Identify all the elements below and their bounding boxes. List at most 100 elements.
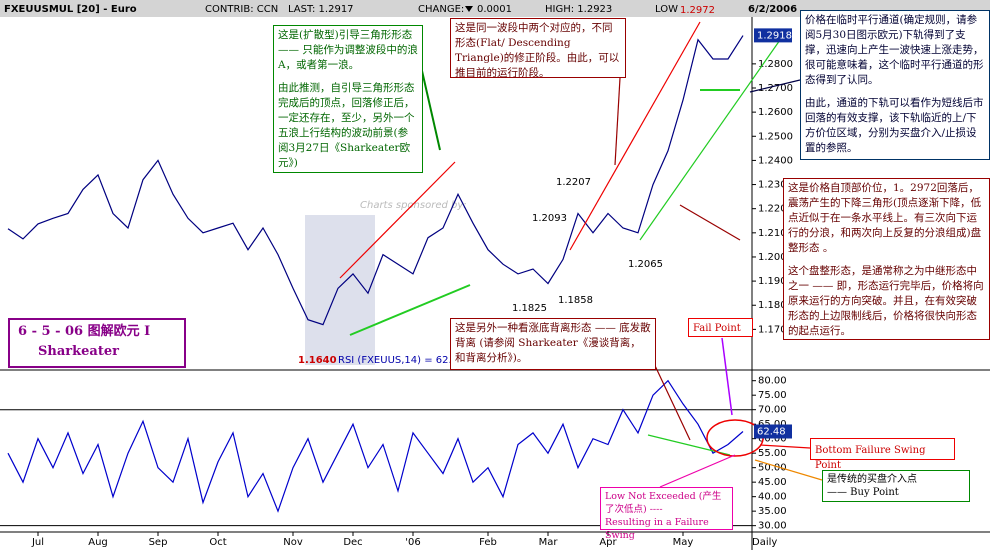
- label-box: Bottom Failure Swing Point: [810, 438, 955, 471]
- price-label: 1.2093: [532, 213, 567, 224]
- change-label: CHANGE:: [418, 4, 464, 15]
- arrow: [749, 79, 801, 93]
- y-tick-label: 1.1700: [758, 324, 793, 335]
- symbol: FXEUUSMUL [20] - Euro: [4, 4, 137, 15]
- y-tick-label: 1.2700: [758, 83, 793, 94]
- y-tick-label: 1.1900: [758, 276, 793, 287]
- y-tick-label: 1.2000: [758, 252, 793, 263]
- note: 这个盘整形态，是通常称之为中继形态中之一 —— 即，形态运行完毕后，价格将向原来…: [788, 265, 984, 337]
- low: LOW: [655, 4, 678, 15]
- price-label: 1.2972: [680, 5, 715, 16]
- watermark: Charts sponsored by:: [360, 200, 467, 211]
- y-tick-label: 1.2200: [758, 204, 793, 215]
- note: 由此推测，自引导三角形形态完成后的顶点，回落修正后，一定还存在，至少，另外一个五…: [278, 82, 415, 169]
- rsi-line: [7, 379, 744, 513]
- price-label: 1.1858: [558, 295, 593, 306]
- x-tick-label: Sep: [149, 537, 168, 548]
- arrow: [419, 61, 441, 151]
- note: Resulting in a Failure Swing: [605, 517, 709, 541]
- y-tick-label: 45.00: [758, 477, 787, 488]
- arrow: [649, 354, 691, 441]
- contrib: CONTRIB: CCN: [205, 4, 278, 15]
- trend-line: [569, 21, 701, 251]
- last-value-label: 62.48: [757, 426, 786, 437]
- date: 6/2/2006: [748, 4, 797, 15]
- header-bar: [0, 0, 990, 17]
- label-box: Low Not Exceeded (产生了次低点) ---- Resulting …: [600, 487, 733, 541]
- arrow: [659, 454, 736, 488]
- channel-line: [639, 39, 781, 241]
- annotation-box: 这是(扩散型)引导三角形形态 —— 只能作为调整波段中的浪A，或者第一浪。由此推…: [273, 25, 423, 173]
- y-tick-label: 1.2300: [758, 180, 793, 191]
- note: 这是(扩散型)引导三角形形态 —— 只能作为调整波段中的浪A，或者第一浪。: [278, 29, 418, 71]
- annotation-box: 这是同一波段中两个对应的，不同形态(Flat/ Descending Trian…: [450, 18, 626, 79]
- y-tick-label: 30.00: [758, 521, 787, 532]
- y-tick-label: 55.00: [758, 448, 787, 459]
- price-line: [7, 35, 744, 326]
- note: 是传统的买盘介入点: [827, 474, 917, 485]
- x-tick-label: Mar: [539, 537, 559, 548]
- high: HIGH: 1.2923: [545, 4, 612, 15]
- watermark-logo: [305, 215, 375, 365]
- y-tick-label: 1.2500: [758, 131, 793, 142]
- y-tick-label: 1.1800: [758, 300, 793, 311]
- price-label: 1.2065: [628, 259, 663, 270]
- change: 0.0001: [477, 4, 512, 15]
- annotation-box: 价格在临时平行通道(确定规则，请参阅5月30日图示欧元)下轨得到了支撑，迅速向上…: [800, 10, 990, 160]
- y-tick-label: 1.2100: [758, 228, 793, 239]
- annotation-box: 这是价格自顶部价位，1。2972回落后，震荡产生的下降三角形(顶点逐渐下降，低点…: [783, 178, 990, 340]
- x-tick-label: Feb: [479, 537, 497, 548]
- title-box: 6 - 5 - 06 图解欧元 I Sharkeater: [8, 318, 186, 368]
- arrow: [754, 459, 823, 481]
- x-tick-label: Oct: [209, 537, 226, 548]
- note: 这是另外一种看涨底背离形态 —— 底发散背离 (请参阅 Sharkeater《漫…: [455, 322, 651, 364]
- label-box: Fail Point: [688, 318, 753, 337]
- last-value-box: [754, 424, 792, 439]
- annotation-lines: [339, 21, 823, 488]
- note: —— Buy Point: [827, 487, 899, 498]
- x-axis-label: Daily: [752, 537, 777, 548]
- x-tick-label: Apr: [599, 537, 617, 548]
- note: Low Not Exceeded (产生了次低点) ----: [605, 491, 722, 515]
- y-tick-label: 60.00: [758, 434, 787, 445]
- y-tick-label: 1.2800: [758, 59, 793, 70]
- x-tick-label: Nov: [283, 537, 303, 548]
- panel-title: RSI (FXEUUS,14) = 62.48: [338, 355, 464, 366]
- subtitle: Sharkeater: [38, 344, 119, 359]
- price-label: 1.1640: [298, 355, 337, 366]
- arrow: [614, 77, 621, 166]
- annotation-box: 这是另外一种看涨底背离形态 —— 底发散背离 (请参阅 Sharkeater《漫…: [450, 318, 656, 370]
- y-tick-label: 1.2600: [758, 107, 793, 118]
- note: 这是价格自顶部价位，1。2972回落后，震荡产生的下降三角形(顶点逐渐下降，低点…: [788, 182, 982, 254]
- note: 由此，通道的下轨可以看作为短线后市回落的有效支撑，该下轨临近的上/下方价位区域，…: [805, 97, 984, 154]
- trend-line: [339, 161, 456, 279]
- arrow: [679, 204, 741, 241]
- note: 这是同一波段中两个对应的，不同形态(Flat/ Descending Trian…: [455, 22, 620, 79]
- trend-line: [349, 284, 471, 336]
- y-tick-label: 50.00: [758, 463, 787, 474]
- price-label: 1.1825: [512, 303, 547, 314]
- down-arrow: [465, 6, 473, 12]
- arrow: [721, 337, 733, 416]
- last-value-box: [754, 28, 792, 43]
- y-tick-label: 1.2400: [758, 155, 793, 166]
- x-tick-label: Jul: [31, 537, 44, 548]
- arrow: [759, 444, 811, 449]
- x-tick-label: Aug: [88, 537, 108, 548]
- label-box: 是传统的买盘介入点 —— Buy Point: [822, 470, 970, 502]
- y-tick-label: 70.00: [758, 405, 787, 416]
- y-tick-label: 75.00: [758, 390, 787, 401]
- x-tick-label: '06: [405, 537, 420, 548]
- x-tick-label: May: [673, 537, 694, 548]
- last: LAST: 1.2917: [288, 4, 354, 15]
- y-tick-label: 35.00: [758, 506, 787, 517]
- last-value-label: 1.2918: [757, 30, 792, 41]
- note: 价格在临时平行通道(确定规则，请参阅5月30日图示欧元)下轨得到了支撑，迅速向上…: [805, 14, 984, 86]
- x-tick-label: Dec: [343, 537, 362, 548]
- title: 6 - 5 - 06 图解欧元 I: [18, 324, 151, 339]
- y-tick-label: 80.00: [758, 376, 787, 387]
- price-label: 1.2207: [556, 177, 591, 188]
- y-tick-label: 40.00: [758, 492, 787, 503]
